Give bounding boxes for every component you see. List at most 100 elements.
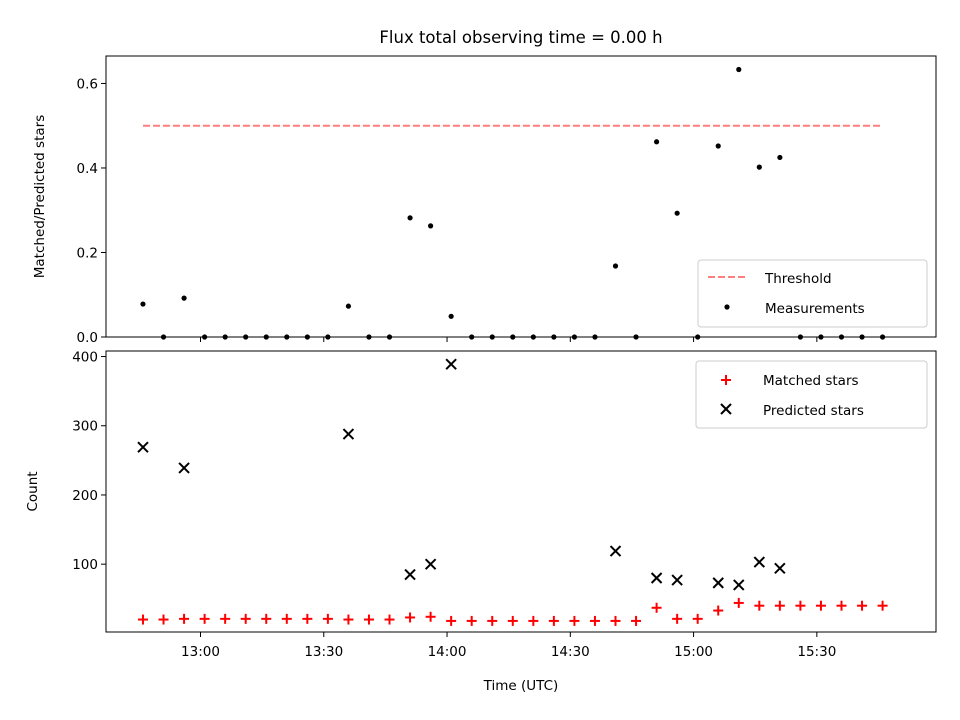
matched-star-point: [507, 615, 518, 626]
matched-star-point: [713, 605, 724, 616]
x-b: [609, 545, 622, 557]
x-b: [137, 441, 149, 453]
legend-predicted-label: Predicted stars: [763, 403, 864, 419]
matched-star-point: [179, 613, 190, 624]
matched-star-point: [302, 613, 313, 624]
legend-measurements-swatch: [724, 304, 730, 310]
y-tick-label: 200: [72, 488, 98, 504]
measurement-point: [674, 210, 680, 216]
measurement-point: [448, 313, 454, 319]
matched-star-point: [651, 602, 662, 613]
legend-matched-swatch: [721, 375, 731, 385]
x-b: [424, 558, 437, 570]
matched-star-point: [425, 611, 436, 622]
predicted-star-point: [404, 568, 416, 581]
matched-star-point: [672, 613, 683, 624]
matched-star-point: [220, 613, 231, 624]
x-b: [733, 579, 745, 591]
matched-star-point: [466, 615, 477, 626]
bottom-y-axis-label: Count: [25, 471, 41, 511]
predicted-star-point: [753, 556, 766, 568]
y-tick-label: 0.6: [77, 76, 98, 92]
bottom-x-axis: 13:00 13:30 14:00 14:30 15:00 15:30: [181, 632, 836, 660]
matched-star-point: [754, 600, 765, 611]
matched-star-point: [795, 600, 806, 611]
measurement-point: [777, 154, 783, 161]
x-tick-label: 14:30: [551, 644, 590, 660]
matched-star-point: [774, 600, 785, 611]
matched-star-point: [446, 615, 457, 626]
y-tick-label: 300: [72, 419, 98, 435]
matched-star-point: [857, 600, 868, 611]
predicted-star-point: [671, 574, 683, 586]
predicted-star-point: [712, 577, 724, 589]
matched-star-point: [281, 613, 292, 624]
matched-star-point: [363, 614, 374, 625]
matched-star-point: [322, 613, 333, 624]
legend-box: [695, 360, 928, 429]
matched-star-point: [240, 613, 251, 624]
x-b: [404, 568, 416, 581]
matched-star-point: [487, 615, 498, 626]
predicted-star-point: [733, 579, 745, 591]
measurement-point: [756, 164, 762, 170]
measurement-point: [612, 263, 619, 269]
top-panel: Flux total observing time = 0.00 h 0.00.…: [32, 28, 937, 346]
measurement-point: [736, 66, 742, 73]
x-tick-label: 15:30: [797, 644, 836, 660]
y-tick-label: 0.4: [77, 161, 98, 177]
matched-star-point: [137, 614, 148, 625]
x-b: [671, 574, 683, 586]
matched-star-point: [405, 612, 416, 623]
predicted-star-point: [424, 558, 437, 570]
matched-star-point: [589, 615, 600, 626]
matched-star-point: [199, 613, 210, 624]
legend-box: [697, 259, 928, 328]
y-tick-label: 0.2: [77, 245, 98, 261]
x-tick-label: 15:00: [674, 644, 713, 660]
measurement-point: [428, 223, 434, 229]
top-legend: Threshold Measurements: [697, 259, 928, 328]
top-axes-frame: [105, 55, 937, 338]
measurement-point: [407, 215, 413, 221]
legend-measurements-label: Measurements: [765, 301, 865, 317]
measurement-point: [181, 295, 187, 301]
matched-star-point: [815, 600, 826, 611]
matched-star-point: [548, 615, 559, 626]
bottom-y-axis: 100 200 300 400: [72, 350, 106, 573]
matched-star-point: [384, 614, 395, 625]
matched-star-point: [692, 613, 703, 624]
measurement-point: [653, 139, 660, 145]
matched-star-point: [158, 614, 169, 625]
measurement-point: [715, 143, 721, 149]
x-tick-label: 13:00: [181, 644, 220, 660]
legend-matched-label: Matched stars: [763, 373, 859, 389]
matched-star-point: [343, 614, 354, 625]
x-b: [178, 462, 190, 474]
predicted-star-point: [342, 428, 355, 440]
legend-threshold-label: Threshold: [764, 271, 832, 287]
x-b: [342, 428, 355, 440]
matched-star-point: [733, 597, 744, 608]
bottom-axes-frame: [105, 350, 937, 633]
y-tick-label: 0.0: [77, 330, 98, 346]
top-x-ticks: [200, 337, 818, 342]
x-axis-label: Time (UTC): [483, 678, 559, 694]
predicted-star-point: [774, 562, 786, 575]
x-tick-label: 14:00: [428, 644, 467, 660]
bottom-panel: 100 200 300 400 13:00 13:30 14:00 14:30 15:00 15…: [25, 350, 937, 694]
matched-star-point: [877, 600, 888, 611]
matched-star-point: [528, 615, 539, 626]
measurement-point: [140, 301, 146, 307]
x-b: [753, 556, 766, 568]
x-tick-label: 13:30: [304, 644, 343, 660]
legend-predicted-swatch: [720, 403, 732, 415]
matched-star-point: [836, 600, 847, 611]
y-tick-label: 400: [72, 350, 98, 366]
matched-star-point: [569, 615, 580, 626]
top-y-axis-label: Matched/Predicted stars: [32, 115, 48, 278]
matched-star-point: [631, 615, 642, 626]
bottom-legend: Matched stars Predicted stars: [695, 360, 928, 429]
predicted-star-point: [445, 358, 457, 370]
